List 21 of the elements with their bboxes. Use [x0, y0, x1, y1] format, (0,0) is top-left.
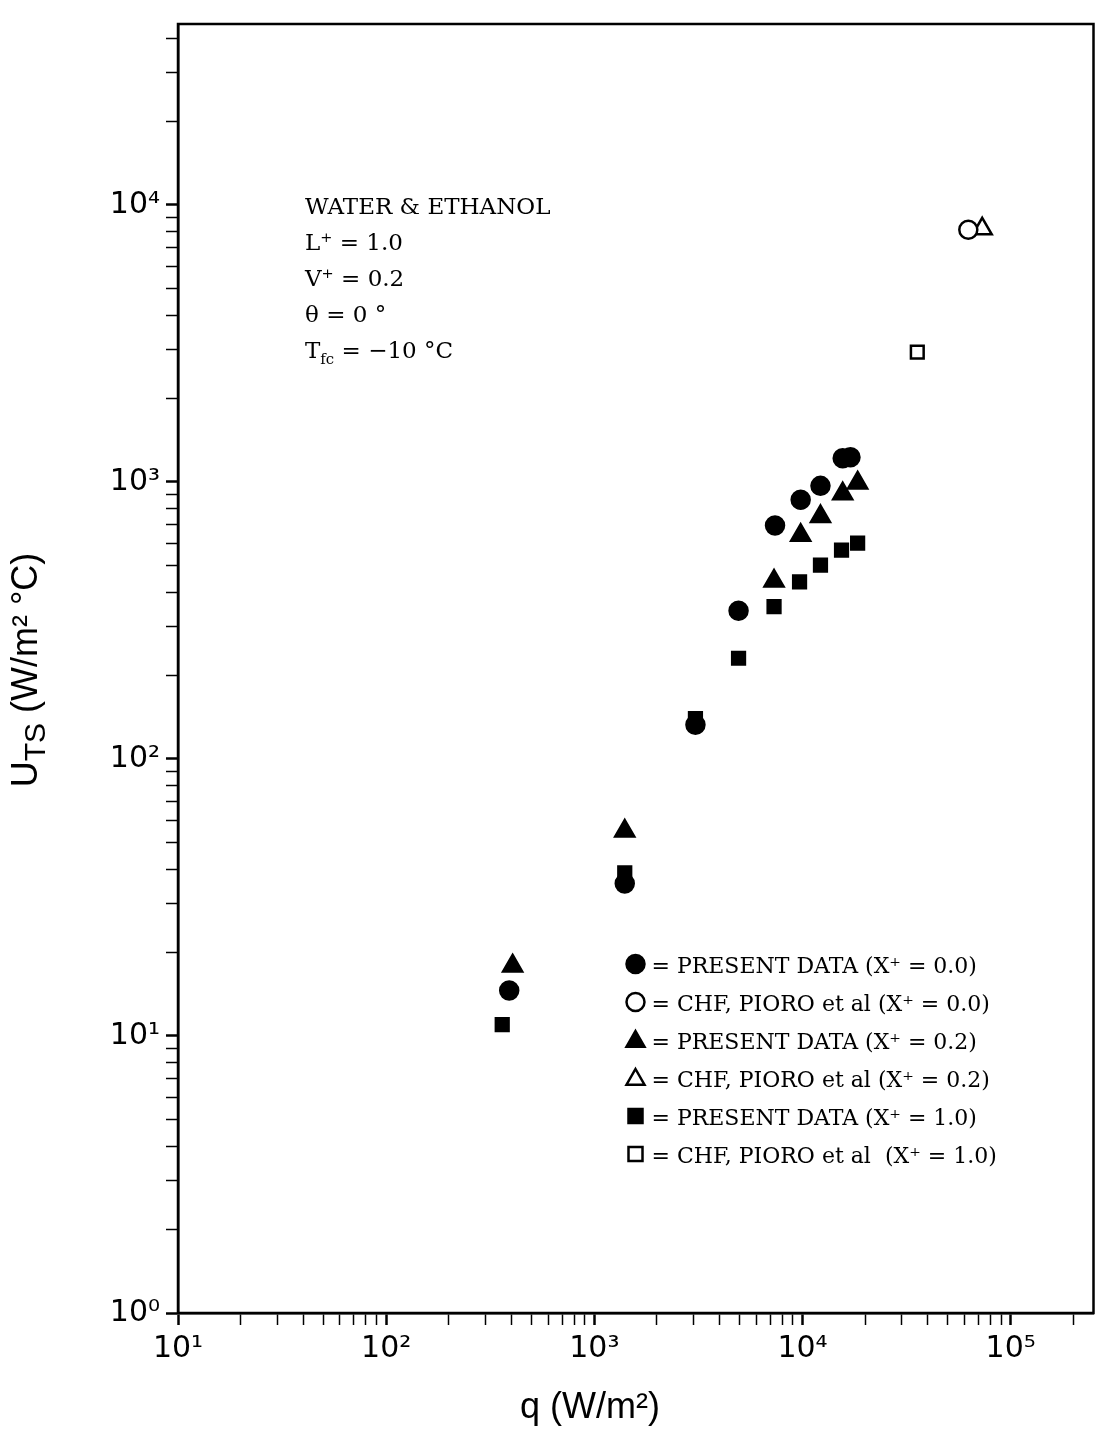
y-tick-label: 10⁰ [109, 1292, 160, 1328]
legend-label: = PRESENT DATA (X⁺ = 0.0) [651, 953, 977, 978]
x-tick-label: 10⁴ [777, 1328, 828, 1364]
y-tick-label: 10³ [109, 461, 160, 497]
y-tick-label: 10⁴ [109, 184, 160, 220]
y-tick-label: 10¹ [109, 1015, 160, 1051]
x-tick-label: 10³ [569, 1328, 620, 1364]
legend-label: = CHF, PIORO et al (X⁺ = 1.0) [651, 1143, 997, 1168]
y-tick-label: 10² [109, 738, 160, 774]
x-tick-label: 10¹ [152, 1328, 204, 1364]
annotation: L⁺ = 1.0 [305, 229, 403, 255]
annotation: θ = 0 ° [305, 301, 387, 327]
x-tick-label: 10⁵ [985, 1328, 1036, 1364]
legend-label: = CHF, PIORO et al (X⁺ = 0.0) [651, 991, 990, 1016]
annotation: WATER & ETHANOL [305, 193, 551, 219]
legend-label: = CHF, PIORO et al (X⁺ = 0.2) [651, 1067, 990, 1092]
legend-label: = PRESENT DATA (X⁺ = 1.0) [651, 1105, 977, 1130]
legend-label: = PRESENT DATA (X⁺ = 0.2) [651, 1029, 977, 1054]
x-axis-title: q (W/m²) [520, 1385, 660, 1427]
annotation: V⁺ = 0.2 [304, 265, 405, 291]
x-tick-label: 10² [361, 1328, 412, 1364]
